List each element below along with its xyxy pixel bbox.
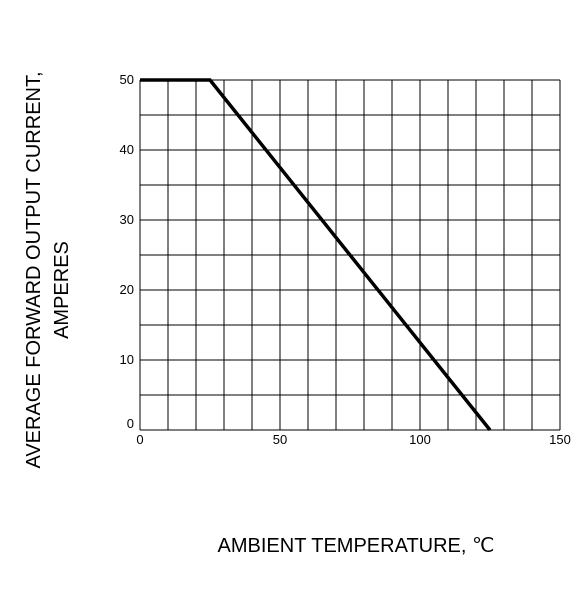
y-tick-label: 40 [120,142,134,157]
y-tick-label: 10 [120,352,134,367]
y-axis-title-line2: AMPERES [51,241,73,339]
y-tick-label: 50 [120,72,134,87]
x-tick-label: 150 [549,432,571,447]
y-tick-label: 20 [120,282,134,297]
y-tick-label: 30 [120,212,134,227]
x-tick-labels: 0 50 100 150 [136,432,570,447]
x-tick-label: 0 [136,432,143,447]
y-tick-labels: 0 10 20 30 40 50 [120,72,134,431]
y-tick-label: 0 [127,416,134,431]
y-axis-title-line1: AVERAGE FORWARD OUTPUT CURRENT, [23,71,45,468]
x-tick-label: 50 [273,432,287,447]
series-line [140,78,492,432]
grid [139,79,561,431]
series [140,78,492,432]
x-axis-title: AMBIENT TEMPERATURE, ℃ [218,535,495,557]
x-tick-label: 100 [409,432,431,447]
